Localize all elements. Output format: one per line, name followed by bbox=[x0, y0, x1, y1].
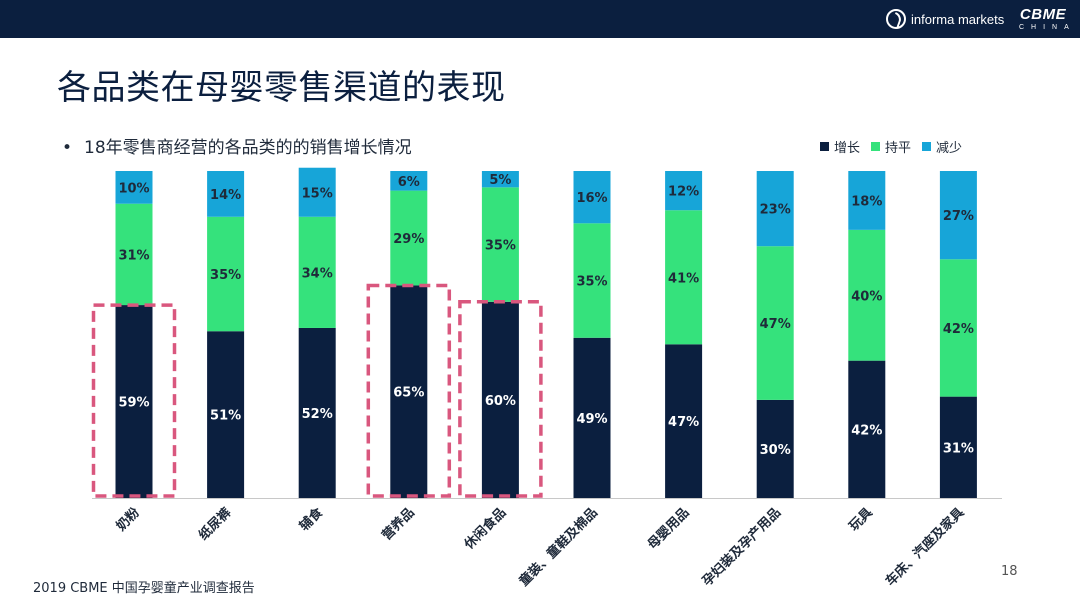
data-label: 59% bbox=[118, 396, 149, 411]
bar-segment bbox=[573, 171, 611, 224]
category-label: 母婴用品 bbox=[644, 505, 692, 553]
category-label: 辅食 bbox=[296, 504, 326, 534]
legend-label: 持平 bbox=[885, 141, 912, 156]
cbme-logo-subtext: CHINA bbox=[1019, 24, 1076, 31]
cbme-logo: CBME CHINA bbox=[1013, 6, 1073, 32]
cbme-logo-text: CBME bbox=[1019, 6, 1067, 23]
data-label: 47% bbox=[668, 415, 699, 430]
highlight-box bbox=[366, 283, 452, 498]
legend-label: 减少 bbox=[936, 141, 963, 156]
data-label: 29% bbox=[393, 232, 424, 247]
bar-segment bbox=[390, 171, 428, 191]
bar-segment bbox=[298, 167, 336, 217]
data-label: 41% bbox=[668, 271, 699, 286]
category-label: 孕妇装及孕产用品 bbox=[699, 505, 784, 590]
legend-swatch bbox=[922, 142, 932, 151]
bar-segment bbox=[665, 210, 703, 345]
page-number: 18 bbox=[1001, 564, 1018, 579]
bar-segment bbox=[848, 171, 886, 230]
data-label: 30% bbox=[760, 443, 791, 458]
data-label: 16% bbox=[576, 191, 607, 206]
data-label: 15% bbox=[302, 186, 333, 201]
category-label: 玩具 bbox=[847, 505, 876, 534]
data-label: 40% bbox=[851, 289, 882, 304]
data-label: 14% bbox=[210, 188, 241, 203]
data-label: 35% bbox=[485, 239, 516, 254]
data-label: 65% bbox=[393, 386, 424, 401]
category-label: 车床、汽座及家具 bbox=[882, 505, 967, 590]
bar-segment bbox=[573, 337, 611, 498]
category-label: 营养品 bbox=[379, 505, 418, 544]
bar-segment bbox=[665, 344, 703, 498]
data-label: 35% bbox=[576, 275, 607, 290]
legend-item-decrease: 减少 bbox=[922, 137, 962, 156]
category-label: 童装、童鞋及棉品 bbox=[516, 505, 601, 590]
data-label: 52% bbox=[302, 407, 333, 422]
bullet-point: • 18年零售商经营的各品类的的销售增长情况 bbox=[62, 133, 412, 158]
bullet-text: 18年零售商经营的各品类的的销售增长情况 bbox=[84, 138, 412, 158]
informa-logo-icon bbox=[886, 9, 906, 29]
bullet-icon: • bbox=[62, 138, 73, 158]
data-label: 5% bbox=[489, 173, 511, 188]
category-label: 休闲食品 bbox=[460, 505, 509, 554]
legend-swatch bbox=[820, 142, 829, 151]
footer-text: 2019 CBME 中国孕婴童产业调查报告 bbox=[33, 581, 255, 596]
data-label: 6% bbox=[398, 175, 420, 190]
data-label: 42% bbox=[943, 322, 974, 337]
chart-legend: 增长 持平 减少 bbox=[820, 137, 973, 156]
bar-segment bbox=[665, 171, 703, 211]
data-label: 12% bbox=[668, 185, 699, 200]
data-label: 31% bbox=[943, 441, 974, 456]
bar-segment bbox=[298, 216, 336, 328]
data-label: 27% bbox=[943, 209, 974, 224]
bar-segment bbox=[481, 187, 519, 302]
category-label: 纸尿裤 bbox=[196, 505, 235, 544]
bar-segment bbox=[939, 259, 977, 397]
bar-segment bbox=[298, 327, 336, 498]
data-label: 42% bbox=[851, 423, 882, 438]
data-label: 60% bbox=[485, 394, 516, 409]
bar-segment bbox=[939, 396, 977, 498]
data-label: 49% bbox=[576, 412, 607, 427]
bar-segment bbox=[573, 223, 611, 338]
category-label: 奶粉 bbox=[112, 505, 142, 535]
legend-item-growth: 增长 bbox=[820, 137, 860, 156]
highlight-box bbox=[458, 300, 543, 498]
bar-segment bbox=[756, 399, 794, 498]
legend-swatch bbox=[871, 142, 881, 151]
bar-segment bbox=[756, 246, 794, 400]
data-label: 31% bbox=[118, 248, 149, 263]
data-label: 35% bbox=[210, 268, 241, 283]
data-label: 34% bbox=[302, 266, 333, 281]
legend-item-flat: 持平 bbox=[871, 137, 911, 156]
data-label: 10% bbox=[118, 181, 149, 196]
bar-segment bbox=[848, 229, 886, 361]
bar-segment bbox=[115, 305, 153, 498]
top-banner: informa markets CBME CHINA bbox=[0, 0, 1080, 38]
data-label: 51% bbox=[210, 409, 241, 424]
data-label: 23% bbox=[760, 203, 791, 218]
data-label: 47% bbox=[760, 317, 791, 332]
bar-segment bbox=[481, 301, 519, 498]
bar-segment bbox=[481, 171, 519, 188]
highlight-box bbox=[91, 303, 177, 498]
bar-segment bbox=[207, 331, 245, 498]
bar-segment bbox=[848, 360, 886, 498]
bar-segment bbox=[115, 171, 153, 204]
page-title: 各品类在母婴零售渠道的表现 bbox=[57, 68, 506, 108]
data-label: 18% bbox=[851, 194, 882, 209]
bar-segment bbox=[390, 285, 428, 498]
bar-segment bbox=[207, 216, 245, 332]
informa-logo-text: informa markets bbox=[911, 11, 1005, 27]
bar-segment bbox=[939, 171, 977, 260]
bar-segment bbox=[756, 171, 794, 247]
bar-segment bbox=[207, 171, 245, 217]
bar-segment bbox=[115, 203, 153, 306]
bar-segment bbox=[390, 190, 428, 286]
legend-label: 增长 bbox=[834, 141, 861, 156]
informa-markets-logo: informa markets bbox=[886, 8, 1004, 30]
